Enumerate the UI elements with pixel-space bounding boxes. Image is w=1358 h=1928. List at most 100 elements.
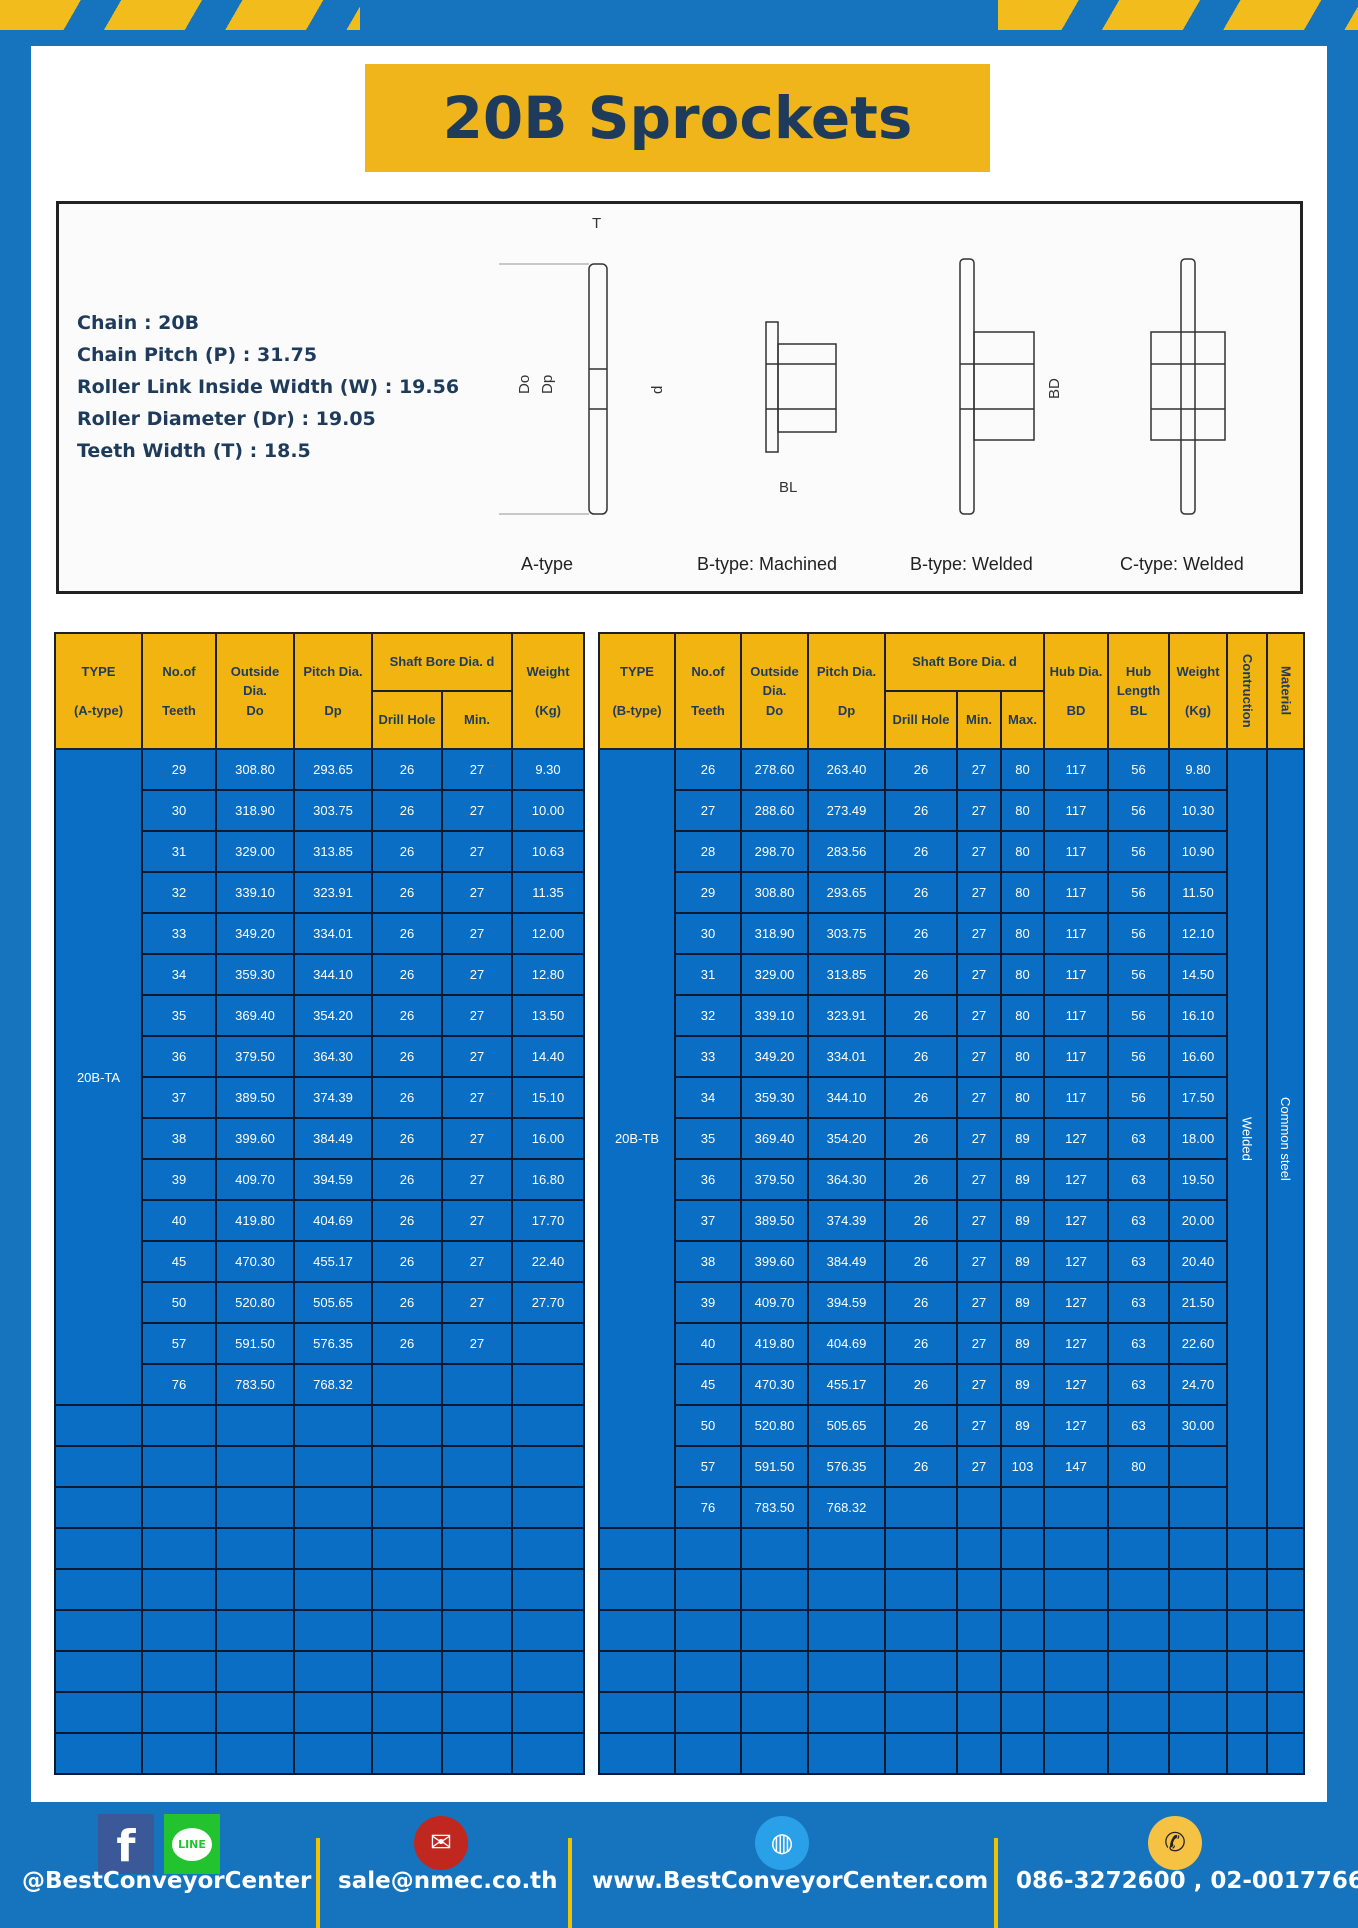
table-cell: 26 (371, 789, 443, 832)
table-cell (441, 1527, 513, 1570)
header-type: TYPE (A-type) (54, 632, 143, 750)
table-cell (511, 1404, 585, 1447)
table-cell: 32 (141, 871, 217, 914)
table-cell: 27 (956, 1363, 1002, 1406)
dim-t-label: T (592, 215, 601, 232)
table-cell (441, 1404, 513, 1447)
table-cell: 17.70 (511, 1199, 585, 1242)
caption-b-welded: B-type: Welded (910, 554, 1033, 574)
table-cell: 455.17 (293, 1240, 373, 1283)
table-cell: 409.70 (740, 1281, 809, 1324)
table-row (598, 1609, 1306, 1652)
table-row: 30 318.90 303.75 26 27 80 117 56 12.10 (599, 912, 1304, 955)
table-cell: 103 (999, 1445, 1046, 1488)
table-cell: 27 (441, 994, 513, 1037)
table-cell (441, 1691, 513, 1734)
table-cell (215, 1486, 295, 1529)
header-outside-dia: Outside Dia. Do (215, 632, 295, 750)
empty-cell (598, 1568, 676, 1611)
table-cell (293, 1609, 373, 1652)
table-cell: 576.35 (293, 1322, 373, 1365)
empty-cell (598, 1609, 676, 1652)
spec-teeth-width: Teeth Width (T) : 18.5 (77, 440, 311, 462)
table-cell (740, 1609, 809, 1652)
table-cell (999, 1486, 1046, 1529)
table-cell: 117 (1043, 1035, 1110, 1078)
empty-cell (598, 1732, 676, 1775)
table-row: 50 520.80 505.65 26 27 27.70 (55, 1281, 585, 1324)
table-cell (1107, 1609, 1171, 1652)
table-cell (293, 1732, 373, 1775)
table-cell: 394.59 (807, 1281, 886, 1324)
table-cell: 9.30 (511, 748, 585, 791)
table-cell: 63 (1107, 1199, 1171, 1242)
table-cell: 27 (441, 830, 513, 873)
table-cell (215, 1404, 295, 1447)
table-cell (293, 1650, 373, 1693)
table-row: 39 409.70 394.59 26 27 89 127 63 21.50 (599, 1281, 1304, 1324)
table-cell (293, 1445, 373, 1488)
table-row: 76 783.50 768.32 (55, 1363, 585, 1406)
table-cell: 26 (371, 1322, 443, 1365)
table-cell: 273.49 (807, 789, 886, 832)
table-cell: 344.10 (293, 953, 373, 996)
construction-cell: Welded (1226, 748, 1269, 1529)
empty-cell (1226, 1691, 1269, 1734)
table-cell: 394.59 (293, 1158, 373, 1201)
table-cell: 26 (884, 1363, 958, 1406)
a-type-table: TYPE (A-type) No.of Teeth Outside Dia. Do Pi… (54, 632, 585, 1775)
table-cell (1168, 1527, 1229, 1570)
table-cell: 14.50 (1168, 953, 1229, 996)
phone-number[interactable]: 086-3272600 , 02-0017766 (1016, 1868, 1358, 1894)
table-cell: 26 (884, 1281, 958, 1324)
table-cell: 27 (956, 871, 1002, 914)
table-cell: 349.20 (215, 912, 295, 955)
table-cell (293, 1568, 373, 1611)
table-cell: 27 (956, 994, 1002, 1037)
table-cell: 379.50 (740, 1158, 809, 1201)
table-cell: 16.10 (1168, 994, 1229, 1037)
table-row: 35 369.40 354.20 26 27 13.50 (55, 994, 585, 1037)
table-cell: 45 (141, 1240, 217, 1283)
table-cell: 147 (1043, 1445, 1110, 1488)
table-cell (807, 1609, 886, 1652)
table-cell (511, 1732, 585, 1775)
table-row (598, 1527, 1306, 1570)
table-cell: 56 (1107, 871, 1171, 914)
table-cell: 39 (141, 1158, 217, 1201)
table-cell: 399.60 (740, 1240, 809, 1283)
table-cell (884, 1527, 958, 1570)
table-cell (956, 1568, 1002, 1611)
table-cell: 56 (1107, 912, 1171, 955)
b-type-table: TYPE (B-type) No.of Teeth Outside Dia. Do Pi… (598, 632, 1306, 1775)
table-cell (511, 1322, 585, 1365)
empty-cell (54, 1650, 143, 1693)
table-cell: 127 (1043, 1199, 1110, 1242)
table-cell: 26 (884, 1240, 958, 1283)
table-cell: 10.00 (511, 789, 585, 832)
table-cell (807, 1568, 886, 1611)
table-row: 28 298.70 283.56 26 27 80 117 56 10.90 (599, 830, 1304, 873)
table-cell: 26 (884, 953, 958, 996)
header-material: Material (1266, 632, 1306, 750)
table-cell: 298.70 (740, 830, 809, 873)
empty-cell (1266, 1527, 1306, 1570)
table-cell: 30 (141, 789, 217, 832)
table-cell: 399.60 (215, 1117, 295, 1160)
table-cell: 27 (674, 789, 742, 832)
email-link[interactable]: sale@nmec.co.th (338, 1868, 558, 1894)
social-handle[interactable]: @BestConveyorCenter (22, 1868, 312, 1894)
table-cell (884, 1732, 958, 1775)
table-row: 45 470.30 455.17 26 27 89 127 63 24.70 (599, 1363, 1304, 1406)
facebook-icon[interactable]: f (98, 1814, 154, 1874)
table-row: 27 288.60 273.49 26 27 80 117 56 10.30 (599, 789, 1304, 832)
table-cell: 9.80 (1168, 748, 1229, 791)
decorative-stripe-left (0, 0, 360, 30)
empty-cell (598, 1650, 676, 1693)
table-cell: 11.35 (511, 871, 585, 914)
table-cell (740, 1527, 809, 1570)
line-icon[interactable]: LINE (164, 1814, 220, 1874)
table-cell (1043, 1732, 1110, 1775)
table-cell: 26 (884, 1158, 958, 1201)
website-link[interactable]: www.BestConveyorCenter.com (592, 1868, 989, 1894)
